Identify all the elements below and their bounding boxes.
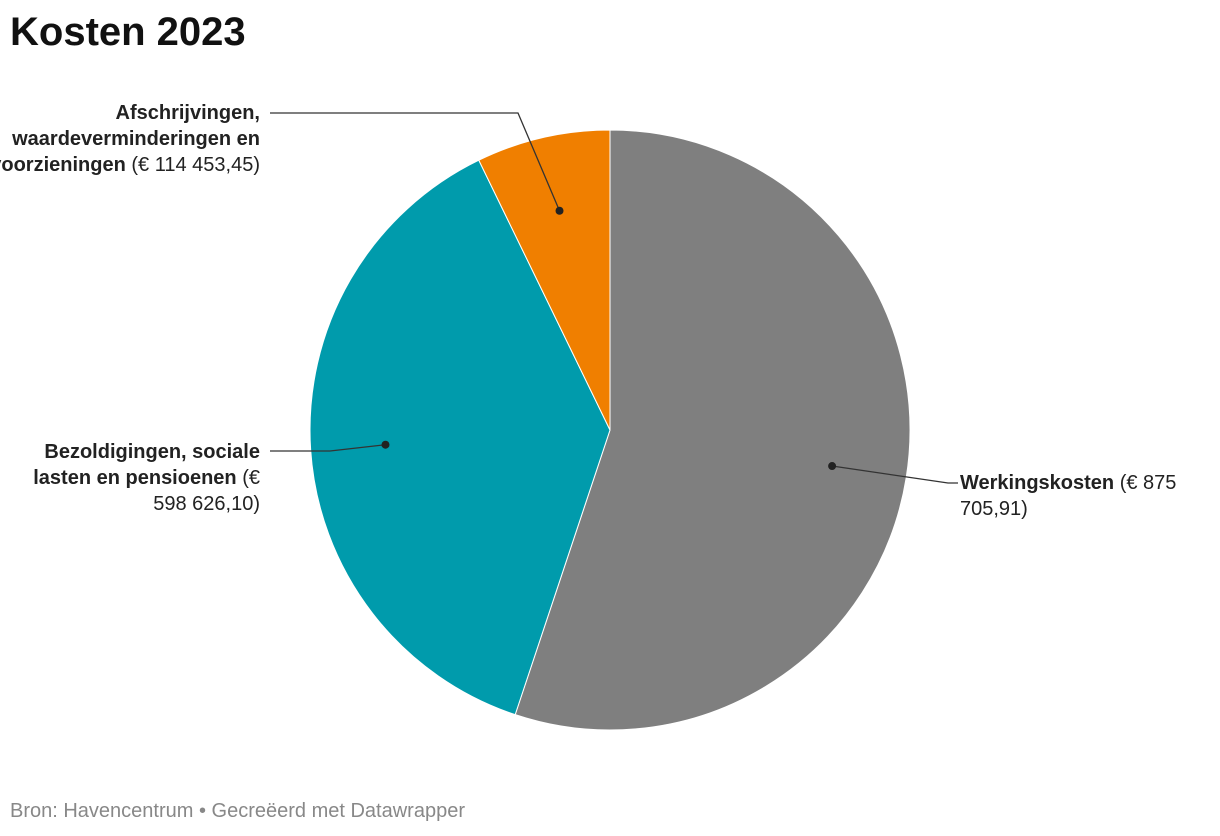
category-label: Werkingskosten	[960, 472, 1115, 494]
leader-line	[270, 112, 561, 211]
source-note: Bron: Havencentrum • Gecreëerd met Dataw…	[10, 800, 465, 822]
slice-label: Afschrijvingen, waardeverminderingen en …	[0, 100, 260, 178]
leader-line	[270, 444, 386, 452]
category-label: Afschrijvingen, waardeverminderingen en …	[0, 102, 260, 176]
value-label: (€ 114 453,45)	[131, 154, 260, 176]
slice-label: Werkingskosten (€ 875 705,91)	[960, 470, 1180, 522]
chart-title: Kosten 2023	[10, 10, 246, 54]
pie-slice	[514, 129, 911, 731]
leader-dot	[828, 462, 837, 471]
leader-line	[832, 465, 958, 484]
pie-slice	[478, 129, 611, 431]
leader-dot	[555, 206, 564, 215]
category-label: Bezoldigingen, sociale lasten en pensioe…	[33, 441, 260, 489]
value-label: (€ 875 705,91)	[960, 472, 1177, 520]
slice-label: Bezoldigingen, sociale lasten en pensioe…	[0, 439, 260, 517]
value-label: (€ 598 626,10)	[153, 467, 260, 515]
pie-slice	[309, 159, 611, 716]
leader-dot	[381, 440, 390, 449]
